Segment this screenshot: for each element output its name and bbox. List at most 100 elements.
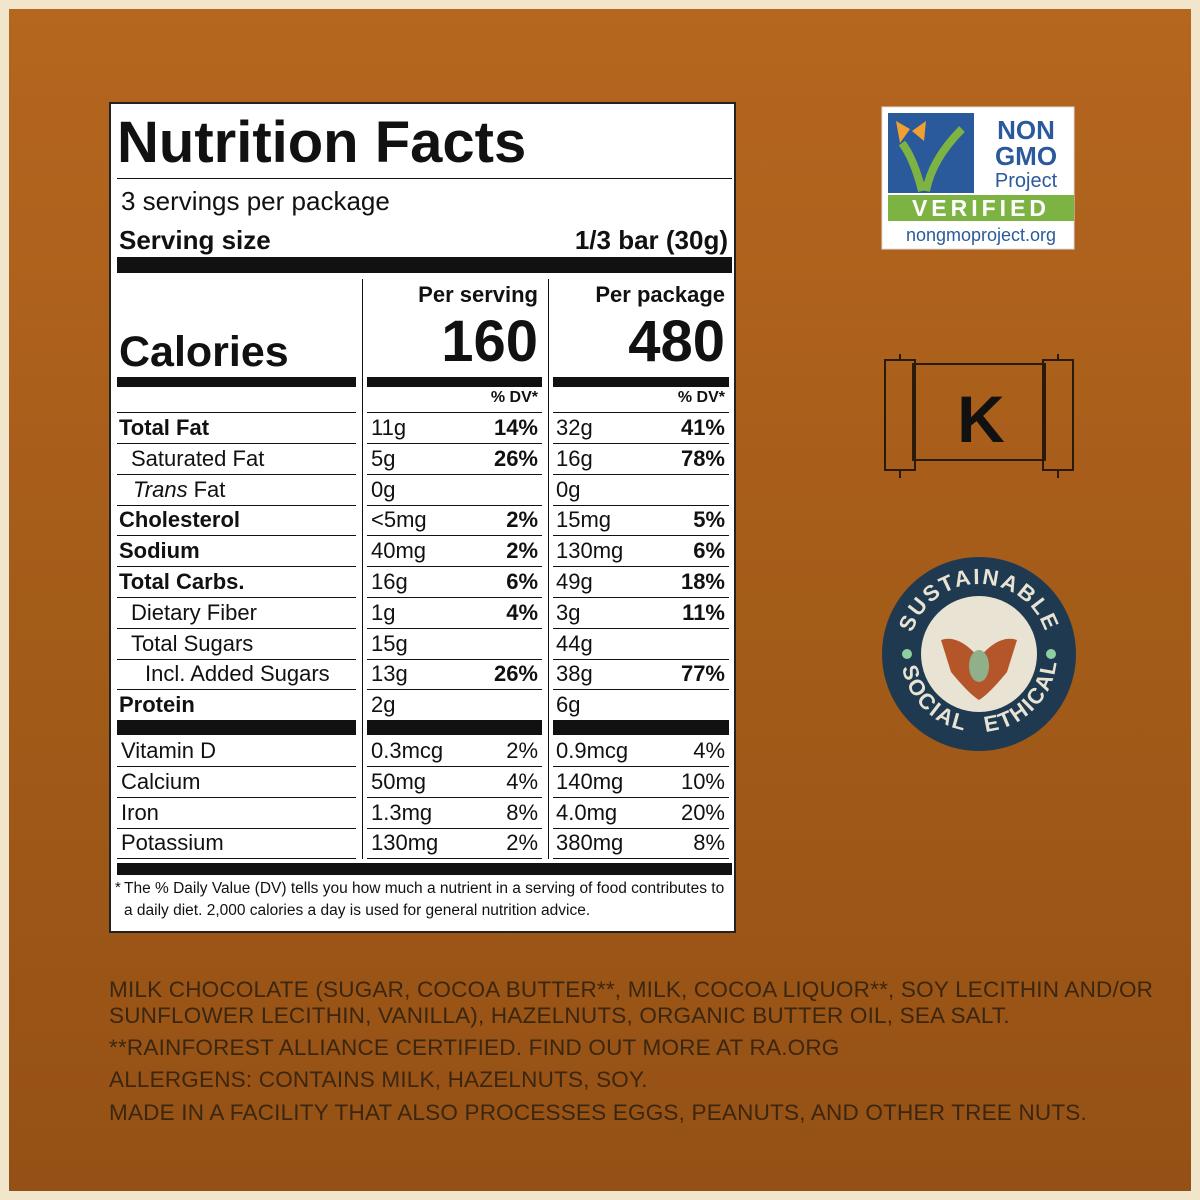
rule <box>367 597 542 598</box>
facility-note: MADE IN A FACILITY THAT ALSO PROCESSES E… <box>109 1100 1087 1125</box>
nutrient-name: Saturated Fat <box>131 445 265 471</box>
amount: 15mg <box>556 507 612 533</box>
thick-rule <box>117 257 732 273</box>
badge-text: GMO <box>995 141 1057 171</box>
rule <box>367 689 542 691</box>
daily-value: 2% <box>506 538 538 564</box>
daily-value: 2% <box>506 830 538 856</box>
rule <box>117 827 356 829</box>
amount: 0.3mcg <box>371 738 444 763</box>
rule <box>117 796 356 798</box>
amount: 0.9mcg <box>556 738 629 763</box>
amount: 140mg <box>556 768 624 794</box>
amount: 1g <box>371 599 396 625</box>
nutrient-name: Calcium <box>121 768 201 794</box>
rule <box>117 858 356 860</box>
nutrient-name: Dietary Fiber <box>131 599 257 625</box>
amount: 32g <box>556 415 593 440</box>
footnote: The % Daily Value (DV) tells you how muc… <box>124 880 725 919</box>
rule <box>117 566 356 568</box>
label-text: % DV* <box>677 389 725 406</box>
sustainable-badge: SUSTAINABLE SOCIAL ETHICAL <box>882 557 1076 751</box>
rule <box>117 766 356 767</box>
badge-seed <box>969 650 989 682</box>
rule <box>553 597 729 598</box>
amount: 16g <box>371 569 408 594</box>
footnote-mark: * <box>115 878 121 896</box>
rule <box>117 658 356 660</box>
allergens: ALLERGENS: CONTAINS MILK, HAZELNUTS, SOY… <box>109 1067 648 1092</box>
rule <box>553 535 729 537</box>
amount: 16g <box>556 445 593 471</box>
ingredients-line: MILK CHOCOLATE (SUGAR, COCOA BUTTER**, M… <box>109 977 1154 1002</box>
daily-value: 8% <box>693 830 725 856</box>
amount: 0g <box>371 476 396 502</box>
rule <box>367 443 542 444</box>
rule <box>117 473 356 475</box>
daily-value: 4% <box>506 768 538 794</box>
rule <box>367 473 542 475</box>
rule <box>367 504 542 506</box>
amount: 130mg <box>556 538 624 564</box>
rule <box>367 766 542 767</box>
amount: 44g <box>556 630 593 656</box>
amount: 3g <box>556 599 581 625</box>
rule <box>553 504 729 506</box>
rule <box>553 443 729 444</box>
badge-leaf <box>898 126 965 192</box>
daily-value: 41% <box>680 415 725 440</box>
nutrient-name: Total Sugars <box>131 630 254 656</box>
badge-butterfly <box>896 121 926 143</box>
daily-value: 26% <box>493 445 538 471</box>
column-line <box>548 279 549 859</box>
rule <box>553 658 729 660</box>
rule <box>553 627 729 629</box>
rule <box>553 766 729 767</box>
rule <box>367 858 542 860</box>
thick-rule <box>367 377 542 387</box>
amount: 4.0mg <box>556 799 618 825</box>
title: Nutrition Facts <box>117 110 527 175</box>
amount: <5mg <box>371 507 427 533</box>
rule <box>117 597 356 598</box>
daily-value: 18% <box>680 569 725 594</box>
label-text: 160 <box>441 309 538 374</box>
daily-value: 10% <box>680 768 725 794</box>
rule <box>117 504 356 506</box>
label-text: Serving size <box>119 225 271 255</box>
rule <box>117 178 732 179</box>
label-text: 480 <box>628 309 725 374</box>
amount: 38g <box>556 661 593 687</box>
thick-rule <box>553 377 729 387</box>
badge-text: NON <box>997 115 1055 145</box>
rule <box>367 796 542 798</box>
nutrient-name: Protein <box>119 692 195 718</box>
column-line <box>362 279 363 859</box>
certified-note: **RAINFOREST ALLIANCE CERTIFIED. FIND OU… <box>109 1035 840 1060</box>
daily-value: 6% <box>693 538 725 564</box>
thick-rule <box>553 720 729 735</box>
amount: 2g <box>371 692 396 718</box>
amount: 40mg <box>371 538 427 564</box>
rule <box>553 566 729 568</box>
amount: 130mg <box>371 830 439 856</box>
daily-value: 11% <box>682 599 725 625</box>
daily-value: 8% <box>506 799 538 825</box>
nutrient-name: Iron <box>121 799 159 825</box>
nutrient-name: Sodium <box>119 538 200 564</box>
label-text: Per package <box>595 282 725 307</box>
badge-verified: VERIFIED <box>912 195 1050 221</box>
nutrient-name: Fat <box>193 476 226 502</box>
rule <box>553 473 729 475</box>
rule <box>553 412 729 413</box>
amount: 6g <box>556 692 581 718</box>
label-text: % DV* <box>490 389 538 406</box>
rule <box>553 858 729 860</box>
daily-value: 20% <box>680 799 725 825</box>
nutrient-name: Total Fat <box>119 415 210 440</box>
nutrient-name: Cholesterol <box>119 507 241 533</box>
rule <box>117 443 356 444</box>
rule <box>367 658 542 660</box>
thick-rule <box>117 863 732 875</box>
rule <box>553 689 729 691</box>
